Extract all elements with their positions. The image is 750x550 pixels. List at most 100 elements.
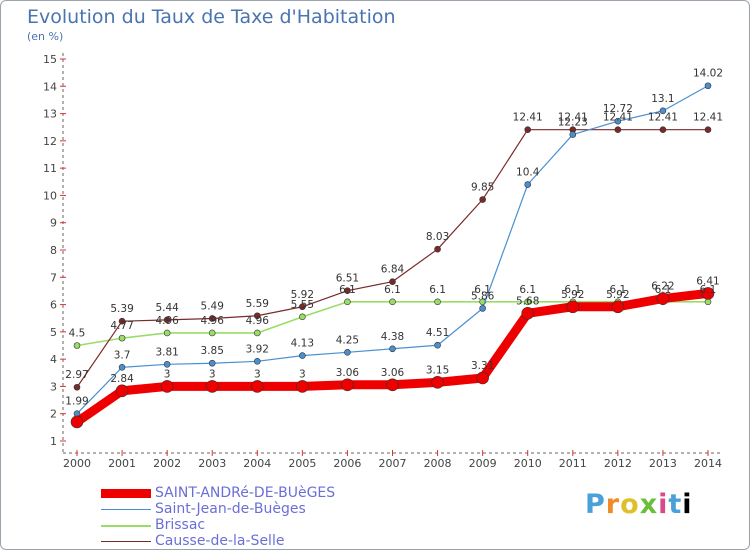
- data-labels-layer: 2.84 3 3 3 3 3.06 3.06 3.15 3.31 5.68 5.92 5.92 6.22…: [65, 68, 723, 408]
- data-point: [389, 345, 396, 353]
- x-tick-label: 2001: [108, 457, 136, 470]
- x-tick-label: 2009: [469, 457, 497, 470]
- data-label: 6.84: [381, 264, 405, 276]
- data-point: [70, 415, 84, 429]
- x-tick-label: 2006: [333, 457, 361, 470]
- chart-title: Evolution du Taux de Taxe d'Habitation: [27, 6, 396, 28]
- data-label: 6.41: [696, 275, 719, 287]
- data-label: 3: [299, 368, 306, 380]
- data-point: [389, 278, 396, 285]
- data-point: [704, 298, 712, 306]
- data-label: 14.02: [693, 68, 723, 80]
- x-tick-label: 2000: [63, 457, 91, 470]
- data-label: 12.41: [558, 112, 588, 124]
- y-tick-label: 11: [43, 162, 57, 175]
- proxiti-logo: Proxiti: [585, 489, 693, 520]
- data-label: 2.97: [65, 369, 88, 381]
- data-label: 12.41: [648, 112, 678, 124]
- data-point: [479, 305, 486, 312]
- x-tick-label: 2008: [424, 457, 452, 470]
- data-point: [476, 371, 489, 385]
- legend-item-saint-andre: SAINT-ANDRé-DE-BUèGES: [101, 485, 361, 502]
- data-point: [524, 126, 532, 133]
- data-label: 12.41: [513, 112, 543, 124]
- data-label: 12.41: [603, 112, 633, 124]
- data-point: [163, 361, 171, 368]
- data-label: 5.92: [606, 289, 629, 301]
- data-label: 3.7: [114, 349, 131, 361]
- y-tick-label: 9: [50, 217, 57, 230]
- legend-label-brissac: Brissac: [155, 517, 206, 533]
- data-label: 4.13: [291, 338, 314, 350]
- legend-item-causse: Causse-de-la-Selle: [101, 533, 361, 549]
- data-point: [434, 298, 441, 306]
- data-label: 6.22: [651, 281, 674, 293]
- series-layer: [70, 82, 715, 429]
- x-tick-label: 2004: [243, 457, 271, 470]
- data-point: [253, 358, 261, 365]
- data-point: [659, 126, 667, 133]
- data-label: 5.44: [155, 302, 179, 314]
- data-label: 3.81: [155, 346, 178, 358]
- legend-label-causse: Causse-de-la-Selle: [155, 533, 285, 549]
- chart-subtitle: (en %): [27, 30, 64, 43]
- data-label: 5.39: [110, 303, 133, 315]
- data-label: 5.49: [201, 300, 224, 312]
- data-point: [253, 312, 261, 320]
- data-label: 3.85: [201, 345, 224, 357]
- data-point: [73, 342, 81, 349]
- data-label: 3.31: [471, 360, 494, 372]
- y-tick-label: 5: [50, 326, 57, 339]
- x-tick-label: 2012: [604, 457, 632, 470]
- y-tick-label: 1: [50, 435, 57, 448]
- data-label: 13.1: [651, 93, 674, 105]
- data-point: [118, 364, 126, 371]
- data-label: 4.96: [155, 315, 179, 327]
- data-label: 5.59: [246, 298, 269, 310]
- y-tick-label: 12: [43, 135, 57, 148]
- legend-label-saint-jean: Saint-Jean-de-Buèges: [155, 501, 306, 517]
- data-label: 6.1: [655, 284, 672, 296]
- data-point: [299, 352, 306, 359]
- y-tick-label: 10: [43, 189, 57, 202]
- y-tick-label: 15: [43, 53, 57, 66]
- data-point: [208, 315, 216, 322]
- y-tick-label: 8: [50, 244, 57, 257]
- data-label: 5.55: [291, 299, 314, 311]
- data-point: [160, 380, 174, 393]
- data-point: [386, 378, 399, 392]
- legend-label-saint-andre: SAINT-ANDRé-DE-BUèGES: [155, 485, 336, 501]
- data-point: [299, 313, 306, 321]
- data-point: [253, 329, 261, 337]
- data-label: 9.85: [471, 182, 494, 194]
- data-point: [524, 181, 532, 188]
- data-point: [344, 349, 351, 356]
- data-point: [163, 316, 171, 324]
- data-point: [569, 131, 577, 138]
- data-label: 4.51: [426, 327, 449, 339]
- data-point: [296, 380, 309, 393]
- y-tick-label: 13: [43, 108, 57, 121]
- data-label: 12.23: [558, 117, 588, 129]
- x-tick-label: 2007: [379, 457, 407, 470]
- legend-swatch-causse: [101, 541, 151, 542]
- data-point: [208, 359, 216, 367]
- legend-swatch-saint-andre: [101, 489, 151, 498]
- data-point: [73, 383, 81, 391]
- y-tick-label: 2: [50, 408, 57, 421]
- data-point: [704, 126, 712, 133]
- data-point: [566, 300, 580, 314]
- data-label: 6.1: [610, 284, 627, 296]
- data-label: 12.72: [603, 103, 633, 115]
- data-point: [115, 384, 129, 398]
- data-label: 12.41: [693, 112, 723, 124]
- data-point: [656, 292, 670, 305]
- data-point: [341, 378, 354, 392]
- data-point: [434, 245, 441, 253]
- data-label: 3.06: [381, 367, 405, 379]
- data-label: 1.99: [65, 396, 88, 408]
- data-label: 3.92: [246, 343, 269, 355]
- legend: SAINT-ANDRé-DE-BUèGES Saint-Jean-de-Buèg…: [101, 485, 361, 549]
- data-point: [431, 376, 444, 389]
